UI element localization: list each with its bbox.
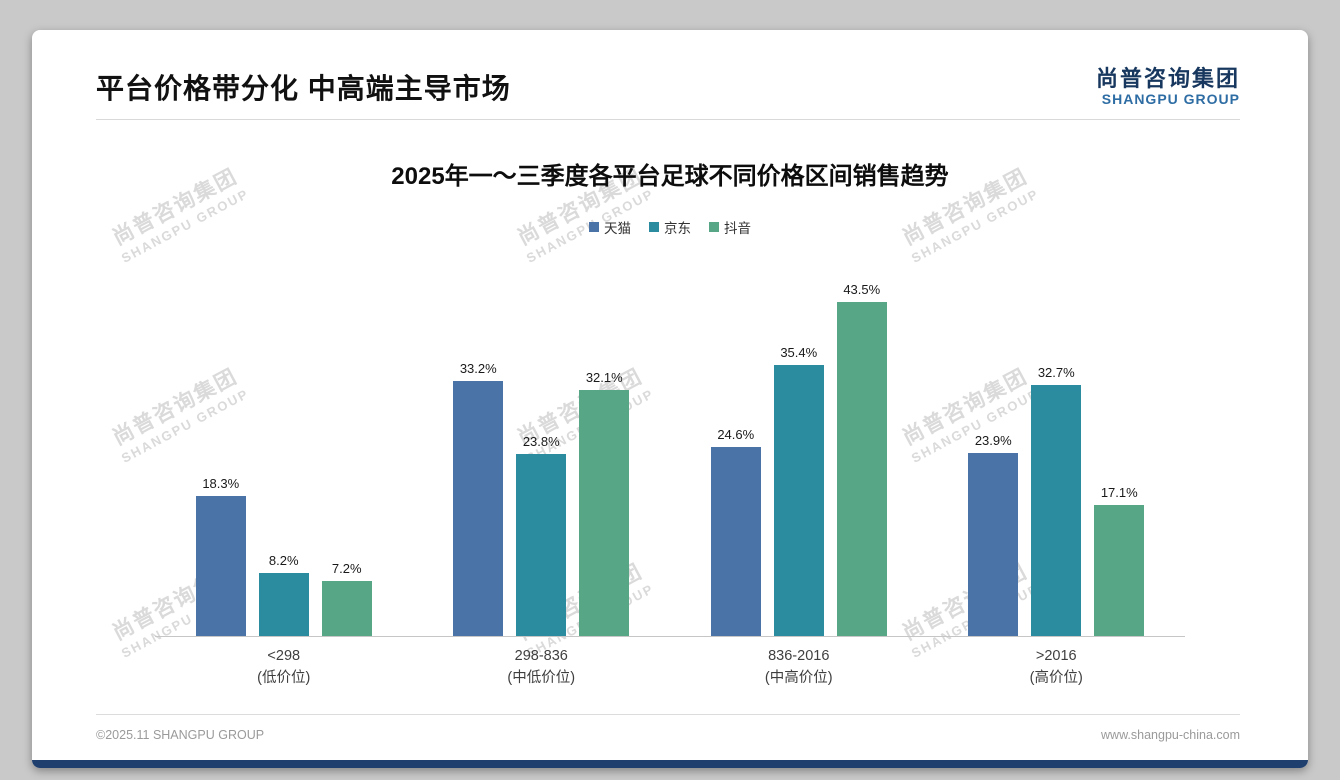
legend-swatch-icon bbox=[649, 222, 659, 233]
logo-cn-text: 尚普咨询集团 bbox=[1095, 66, 1240, 91]
bar-group: 33.2% 23.8% 32.1% bbox=[453, 361, 630, 637]
bar-抖音-836-2016: 43.5% bbox=[836, 282, 887, 637]
bar-天猫-836-2016: 24.6% bbox=[710, 427, 761, 637]
category-range: >2016 bbox=[1035, 648, 1077, 665]
company-logo: 尚普咨询集团 SHANGPU GROUP bbox=[1096, 66, 1240, 107]
category-range: 298-836 bbox=[514, 648, 568, 665]
bar bbox=[258, 573, 309, 637]
bar-value-label: 32.7% bbox=[1037, 365, 1075, 381]
bar-京东-298-836: 23.8% bbox=[516, 434, 567, 637]
bar-value-label: 24.6% bbox=[717, 427, 755, 443]
legend-label: 京东 bbox=[664, 221, 691, 237]
bar-京东-<298: 8.2% bbox=[258, 553, 309, 637]
bar-抖音-298-836: 32.1% bbox=[579, 370, 630, 637]
category-range: <298 bbox=[267, 648, 301, 665]
category-label: >2016 (高价位) bbox=[968, 646, 1144, 690]
legend-swatch-icon bbox=[589, 222, 599, 233]
bar bbox=[1094, 505, 1145, 637]
legend-label: 天猫 bbox=[604, 221, 631, 237]
bar-value-label: 18.3% bbox=[202, 476, 240, 492]
header-divider bbox=[96, 119, 1240, 121]
bar-value-label: 17.1% bbox=[1100, 485, 1138, 501]
bar-value-label: 35.4% bbox=[780, 345, 818, 361]
bar bbox=[321, 581, 372, 637]
legend-label: 抖音 bbox=[724, 221, 751, 237]
legend-item: 京东 bbox=[649, 217, 691, 237]
bar-京东->2016: 32.7% bbox=[1031, 365, 1082, 637]
bar-京东-836-2016: 35.4% bbox=[773, 345, 824, 637]
category-tier: (低价位) bbox=[257, 670, 311, 687]
bar bbox=[836, 302, 887, 637]
bar bbox=[773, 365, 824, 637]
slide-footer: ©2025.11 SHANGPU GROUP www.shangpu-china… bbox=[96, 714, 1240, 742]
legend-item: 天猫 bbox=[589, 217, 631, 237]
category-label: <298 (低价位) bbox=[196, 646, 372, 690]
bar-group: 18.3% 8.2% 7.2% bbox=[195, 476, 372, 637]
slide: 尚普咨询集团 SHANGPU GROUP 尚普咨询集团 SHANGPU GROUP 尚普… bbox=[32, 30, 1308, 768]
category-range: 836-2016 bbox=[768, 648, 830, 665]
category-tier: (高价位) bbox=[1029, 670, 1083, 687]
chart-legend: 天猫 京东 抖音 bbox=[32, 217, 1308, 237]
bar-抖音-<298: 7.2% bbox=[321, 561, 372, 637]
bar bbox=[968, 453, 1019, 637]
bar-chart: 18.3% 8.2% 7.2% 33.2% 23.8% 32.1% 24.6% 35.4% 43… bbox=[155, 282, 1185, 690]
bar-group: 23.9% 32.7% 17.1% bbox=[968, 365, 1145, 637]
bar bbox=[710, 447, 761, 637]
bar bbox=[453, 381, 504, 637]
category-tier: (中高价位) bbox=[764, 670, 833, 687]
plot-area: 18.3% 8.2% 7.2% 33.2% 23.8% 32.1% 24.6% 35.4% 43… bbox=[155, 282, 1185, 638]
logo-en-text: SHANGPU GROUP bbox=[1101, 91, 1240, 108]
page-title: 平台价格带分化 中高端主导市场 bbox=[96, 73, 511, 105]
category-label: 298-836 (中低价位) bbox=[453, 646, 629, 690]
bar-天猫-298-836: 33.2% bbox=[453, 361, 504, 637]
bar-value-label: 23.9% bbox=[974, 433, 1012, 449]
bar-value-label: 7.2% bbox=[331, 561, 362, 577]
category-label: 836-2016 (中高价位) bbox=[711, 646, 887, 690]
bar-value-label: 33.2% bbox=[459, 361, 497, 377]
legend-swatch-icon bbox=[709, 222, 719, 233]
bar-抖音->2016: 17.1% bbox=[1094, 485, 1145, 637]
x-axis-labels: <298 (低价位) 298-836 (中低价位) 836-2016 (中高价位) >201… bbox=[155, 646, 1185, 690]
slide-header: 平台价格带分化 中高端主导市场 尚普咨询集团 SHANGPU GROUP bbox=[32, 30, 1308, 107]
bar bbox=[195, 496, 246, 637]
bar bbox=[516, 454, 567, 637]
bar-value-label: 32.1% bbox=[585, 370, 623, 386]
legend-item: 抖音 bbox=[709, 217, 751, 237]
bar bbox=[579, 390, 630, 637]
bar-天猫->2016: 23.9% bbox=[968, 433, 1019, 637]
website-text: www.shangpu-china.com bbox=[1101, 728, 1240, 742]
category-tier: (中低价位) bbox=[507, 670, 576, 687]
bar-value-label: 43.5% bbox=[843, 282, 881, 298]
chart-section: 2025年一～三季度各平台足球不同价格区间销售趋势 天猫 京东 抖音 18.3% 8.… bbox=[32, 156, 1308, 690]
bar-group: 24.6% 35.4% 43.5% bbox=[710, 282, 887, 637]
bar bbox=[1031, 385, 1082, 637]
chart-title: 2025年一～三季度各平台足球不同价格区间销售趋势 bbox=[391, 163, 949, 191]
copyright-text: ©2025.11 SHANGPU GROUP bbox=[96, 728, 265, 742]
bottom-accent-bar bbox=[32, 760, 1308, 768]
bar-value-label: 8.2% bbox=[268, 553, 299, 569]
bar-value-label: 23.8% bbox=[522, 434, 560, 450]
bar-天猫-<298: 18.3% bbox=[195, 476, 246, 637]
